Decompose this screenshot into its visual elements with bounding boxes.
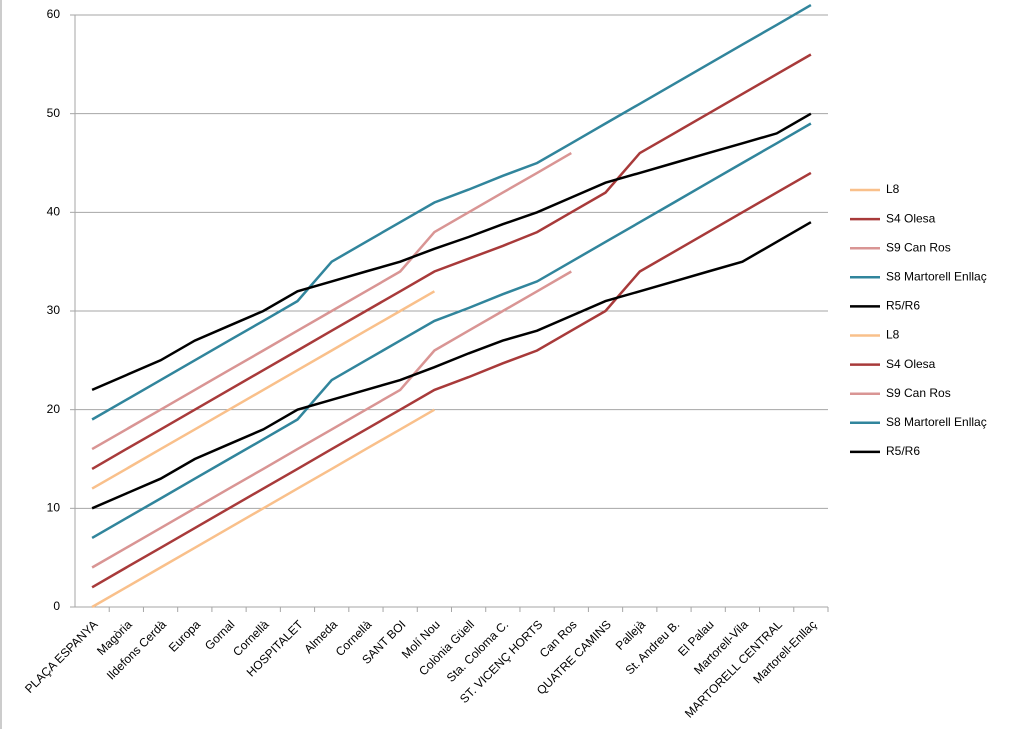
legend-label: S8 Martorell Enllaç: [886, 269, 987, 283]
x-tick-label: Ildefons Cerdà: [104, 617, 169, 682]
series-line: [91, 122, 812, 539]
legend-label: L8: [886, 328, 900, 342]
y-tick-label: 30: [47, 303, 61, 317]
series-line: [91, 408, 436, 609]
series-line: [91, 112, 812, 392]
y-tick-label: 20: [47, 402, 61, 416]
x-tick-label: PLAÇA ESPANYA: [22, 617, 100, 695]
series-line: [91, 4, 812, 421]
y-tick-label: 40: [47, 205, 61, 219]
y-tick-label: 60: [47, 7, 61, 21]
x-tick-label: Martorell-Enllaç: [750, 617, 819, 686]
series-line: [91, 221, 812, 510]
legend-label: L8: [886, 182, 900, 196]
legend-label: R5/R6: [886, 444, 920, 458]
y-tick-label: 10: [47, 501, 61, 515]
series-line: [91, 152, 572, 451]
legend-label: S8 Martorell Enllaç: [886, 415, 987, 429]
series-line: [91, 270, 572, 569]
x-tick-label: Europa: [166, 617, 203, 654]
legend-label: S9 Can Ros: [886, 386, 951, 400]
series-line: [91, 171, 812, 589]
series-line: [91, 53, 812, 470]
series-line: [91, 290, 436, 490]
legend-label: S4 Olesa: [886, 211, 936, 225]
legend-label: S9 Can Ros: [886, 240, 951, 254]
legend-label: S4 Olesa: [886, 357, 936, 371]
y-tick-label: 0: [53, 599, 60, 613]
y-tick-label: 50: [47, 106, 61, 120]
legend-label: R5/R6: [886, 299, 920, 313]
